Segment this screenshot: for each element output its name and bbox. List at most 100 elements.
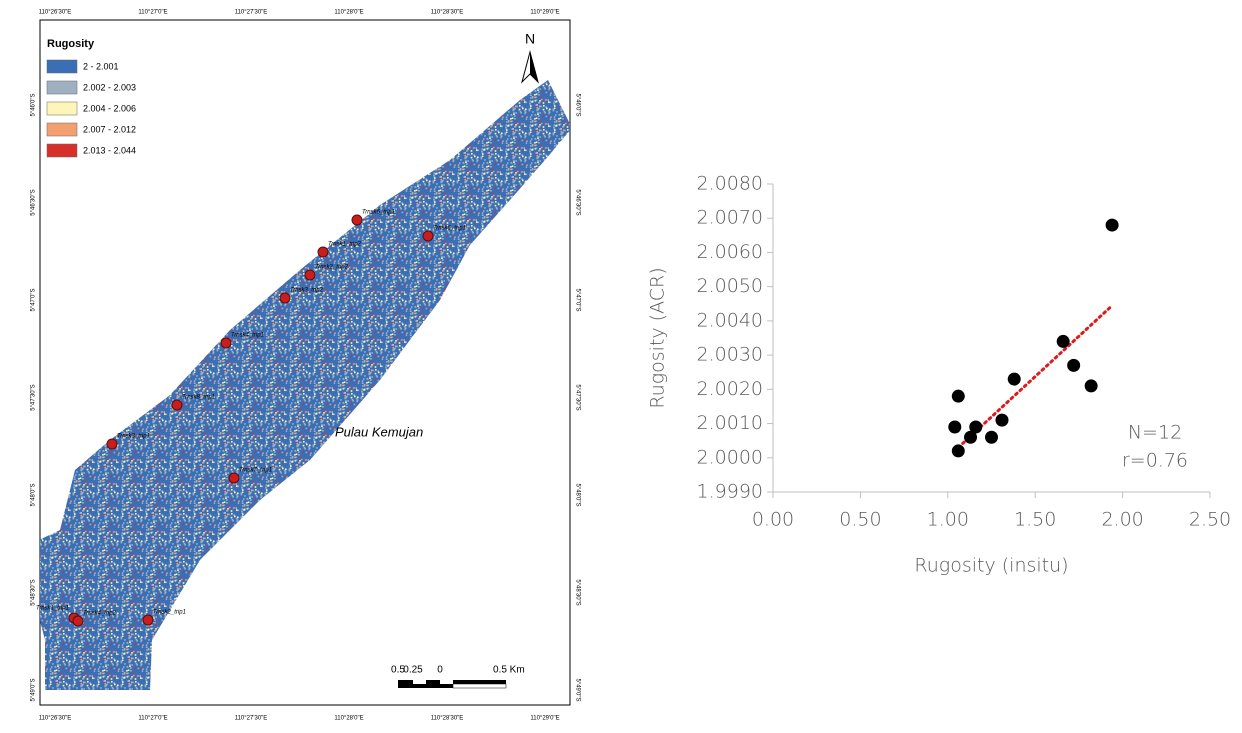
station-label: Trnsk3_trip2 <box>290 288 324 294</box>
annotation: N=12 <box>1128 422 1182 444</box>
longitude-label: 110°29'0"E <box>530 716 559 722</box>
north-label: N <box>525 31 535 47</box>
x-tick-label: 1.50 <box>1014 509 1056 531</box>
longitude-label: 110°27'30"E <box>235 716 268 722</box>
x-tick-label: 2.00 <box>1101 509 1143 531</box>
point <box>948 420 962 434</box>
longitude-label: 110°26'30"E <box>39 716 72 722</box>
y-tick-label: 2.0030 <box>697 344 763 366</box>
station-label: Trnsk6_trip1 <box>362 210 395 216</box>
scatter-chart: 1.9990 2.0000 2.0010 2.0020 2.0030 2.0040 2.00… <box>647 173 1232 577</box>
latitude-label: 5°49'0"S <box>574 678 580 701</box>
station-label: Trnsk1_trip1 <box>36 606 69 612</box>
y-tick-label: 2.0050 <box>697 275 763 297</box>
station-label: Trnsk2_trip2 <box>315 265 349 271</box>
station <box>72 615 84 627</box>
latitude-label: 5°47'30"S <box>574 384 580 410</box>
longitude-label: 110°28'30"E <box>431 10 464 16</box>
station-label: Trnsk7_trip1 <box>239 468 272 474</box>
station-label: Trnsk2_trip1 <box>153 610 186 616</box>
y-tick-label: 2.0010 <box>697 412 763 434</box>
latitude-label: 5°47'30"S <box>31 384 37 410</box>
station <box>220 337 232 349</box>
latitude-label: 5°46'0"S <box>31 93 37 116</box>
latitude-label: 5°48'30"S <box>574 579 580 605</box>
legend-swatch <box>46 80 78 95</box>
longitude-label: 110°29'0"E <box>530 10 559 16</box>
latitude-label: 5°47'0"S <box>31 288 37 311</box>
point <box>995 413 1009 427</box>
point <box>1105 218 1119 232</box>
legend-title: Rugosity <box>47 38 95 50</box>
y-tick-label: 2.0080 <box>697 173 763 195</box>
y-tick-label: 2.0040 <box>697 309 763 331</box>
station-label: Trnsk4_trip1 <box>231 333 264 339</box>
station <box>106 438 118 450</box>
station <box>304 269 316 281</box>
latitude-label: 5°48'0"S <box>574 483 580 506</box>
x-tick-label: 0.50 <box>839 509 881 531</box>
legend-label: 2.002 - 2.003 <box>83 82 136 92</box>
scale-label: 0.5 <box>391 665 405 676</box>
station <box>422 230 434 242</box>
legend-label: 2 - 2.001 <box>83 61 119 71</box>
longitude-label: 110°28'30"E <box>431 716 464 722</box>
latitude-label: 5°48'30"S <box>31 579 37 605</box>
latitude-label: 5°46'30"S <box>574 189 580 215</box>
point <box>951 444 965 458</box>
x-tick-label: 1.00 <box>927 509 969 531</box>
point <box>985 430 998 444</box>
y-tick-label: 1.9990 <box>697 481 763 503</box>
point <box>969 420 983 434</box>
legend-swatch <box>46 59 78 74</box>
scale-label: 0.5 Km <box>493 665 525 676</box>
latitude-label: 5°46'30"S <box>31 189 37 215</box>
station-label: Trnsk1_trip2 <box>328 242 362 248</box>
longitude-label: 110°26'30"E <box>39 10 72 16</box>
point <box>964 430 978 444</box>
station-label: Trnsk8_trip1 <box>182 395 215 401</box>
longitude-label: 110°28'0"E <box>334 716 363 722</box>
scale-bar <box>398 680 507 689</box>
scale-label: 0.25 <box>403 665 423 676</box>
station <box>228 472 240 484</box>
station <box>142 614 154 626</box>
y-tick-label: 2.0020 <box>697 378 763 400</box>
point <box>1007 372 1021 386</box>
longitude-label: 110°27'0"E <box>138 716 167 722</box>
point <box>951 389 965 403</box>
latitude-label: 5°48'0"S <box>31 483 37 506</box>
longitude-label: 110°27'30"E <box>235 10 268 16</box>
place-label: Pulau Kemujan <box>335 424 423 439</box>
longitude-label: 110°28'0"E <box>334 10 363 16</box>
map: N Pulau Kemujan Rugosity 2 - 2.001 2.002 -… <box>31 10 581 722</box>
station <box>171 399 183 411</box>
scale-label: 0 <box>437 665 443 676</box>
y-tick-label: 2.0000 <box>697 446 763 468</box>
station-label: Trnsk3_trip1 <box>117 434 150 440</box>
y-tick-label: 2.0070 <box>697 207 763 229</box>
legend-label: 2.007 - 2.012 <box>83 124 136 134</box>
point <box>1067 358 1081 372</box>
station <box>351 214 363 226</box>
latitude-label: 5°47'0"S <box>574 288 580 311</box>
trendline <box>956 305 1112 450</box>
station-label: Trnsk4_trip2 <box>83 611 117 617</box>
point <box>1084 379 1098 393</box>
legend-swatch <box>46 101 78 116</box>
y-tick-label: 2.0060 <box>697 241 763 263</box>
legend-label: 2.004 - 2.006 <box>83 103 136 113</box>
latitude-label: 5°46'0"S <box>574 93 580 116</box>
longitude-label: 110°27'0"E <box>138 10 167 16</box>
x-axis-label: Rugosity (insitu) <box>914 555 1068 577</box>
legend-swatch <box>46 143 78 158</box>
legend-swatch <box>46 122 78 137</box>
legend-label: 2.013 - 2.044 <box>83 145 136 155</box>
north-arrow-fill <box>530 52 538 82</box>
island <box>40 80 570 690</box>
station-label: Trnsk5_trip1 <box>433 226 466 232</box>
station <box>317 246 329 258</box>
x-tick-label: 0.00 <box>752 509 794 531</box>
annotation: r=0.76 <box>1122 450 1188 472</box>
